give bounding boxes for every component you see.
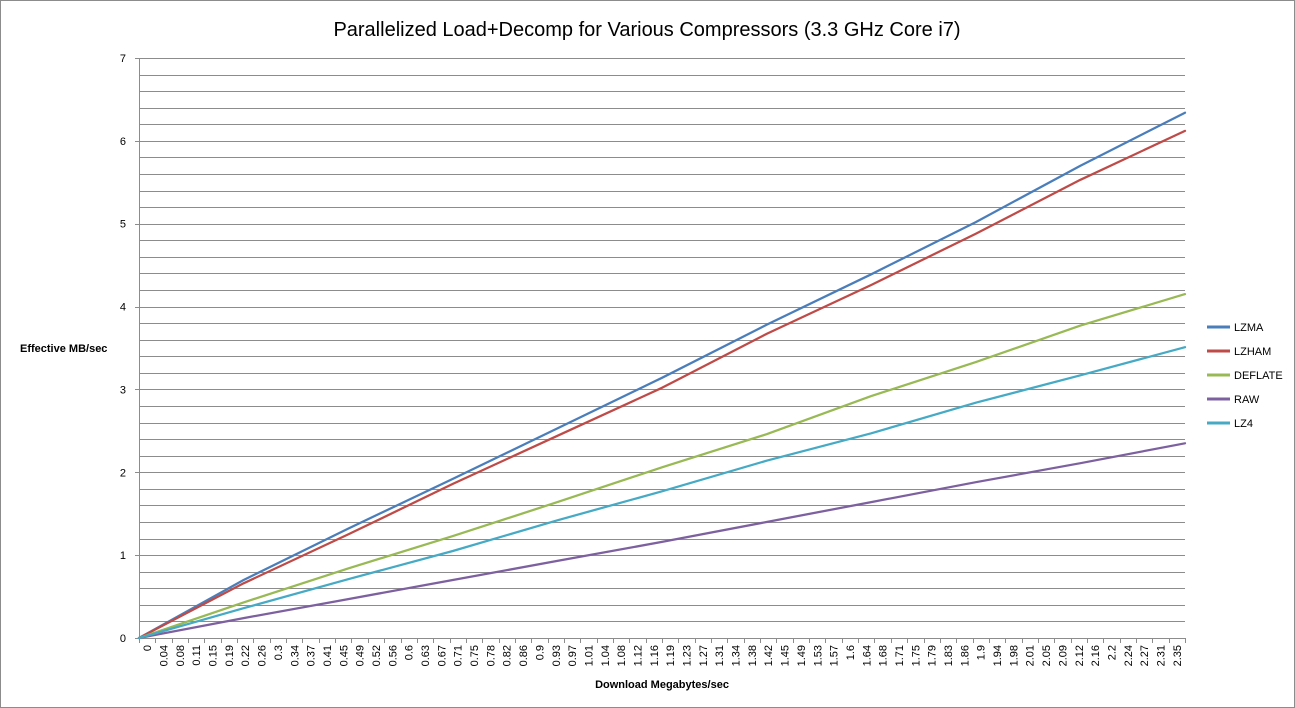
series-line-lzham: [137, 129, 1187, 640]
axes: [135, 58, 1186, 643]
x-tick-label: 1.53: [812, 645, 824, 666]
x-tick-label: 1.45: [780, 645, 792, 666]
y-tick-label: 7: [120, 53, 126, 65]
x-tick-label: 1.57: [829, 645, 841, 666]
x-tick-label: 1.94: [992, 645, 1004, 666]
x-tick-label: 0.97: [567, 645, 579, 666]
x-tick-label: 2.27: [1139, 645, 1151, 666]
x-tick-label: 2.05: [1041, 645, 1053, 666]
x-tick-label: 0.04: [159, 645, 171, 666]
x-tick-label: 0.22: [240, 645, 252, 666]
x-tick-label: 1.16: [649, 645, 661, 666]
x-tick-label: 1.42: [763, 645, 775, 666]
legend-label-lz4: LZ4: [1234, 418, 1253, 430]
x-tick-label: 2.24: [1123, 645, 1135, 666]
gridlines: [139, 58, 1185, 639]
x-tick-label: 0.63: [420, 645, 432, 666]
x-axis-label: Download Megabytes/sec: [595, 679, 729, 691]
x-tick-label: 2.12: [1074, 645, 1086, 666]
x-tick-label: 1.6: [845, 645, 857, 660]
series-line-raw: [137, 442, 1187, 640]
series-line-deflate: [137, 292, 1187, 640]
x-tick-label: 0.15: [208, 645, 220, 666]
x-tick-label: 1.12: [633, 645, 645, 666]
x-tick-label: 1.75: [910, 645, 922, 666]
y-tick-label: 4: [120, 302, 126, 314]
x-tick-label: 0.71: [453, 645, 465, 666]
x-tick-label: 0.6: [404, 645, 416, 660]
x-tick-label: 0.11: [191, 645, 203, 666]
y-tick-label: 1: [120, 550, 126, 562]
x-tick-label: 0.26: [257, 645, 269, 666]
y-axis-label: Effective MB/sec: [20, 343, 107, 355]
y-tick-label: 3: [120, 384, 126, 396]
x-tick-label: 0.75: [469, 645, 481, 666]
x-tick-label: 1.04: [600, 645, 612, 666]
x-tick-label: 1.08: [616, 645, 628, 666]
series-line-lz4: [137, 346, 1187, 640]
x-tick-label: 1.98: [1008, 645, 1020, 666]
x-tick-label: 0.67: [436, 645, 448, 666]
x-tick-label: 0.82: [502, 645, 514, 666]
x-tick-label: 2.2: [1107, 645, 1119, 660]
x-tick-label: 1.71: [894, 645, 906, 666]
x-tick-labels: 0 0.04 0.08 0.11 0.15 0.19 0.22 0.26 0.3 0.34 0.37…: [142, 645, 1184, 666]
x-tick-label: 1.64: [861, 645, 873, 666]
legend-label-deflate: DEFLATE: [1234, 370, 1283, 382]
x-tick-label: 2.16: [1090, 645, 1102, 666]
y-tick-label: 0: [120, 633, 126, 645]
legend-label-lzma: LZMA: [1234, 322, 1264, 334]
x-tick-label: 0.78: [485, 645, 497, 666]
x-tick-label: 2.09: [1057, 645, 1069, 666]
x-tick-label: 1.83: [943, 645, 955, 666]
x-tick-label: 1.38: [747, 645, 759, 666]
x-tick-label: 0.9: [534, 645, 546, 660]
y-tick-label: 2: [120, 467, 126, 479]
x-tick-label: 1.86: [959, 645, 971, 666]
chart-title: Parallelized Load+Decomp for Various Com…: [333, 19, 960, 41]
x-tick-label: 2.35: [1172, 645, 1184, 666]
y-tick-label: 5: [120, 219, 126, 231]
x-tick-label: 0.93: [551, 645, 563, 666]
x-tick-label: 0.41: [322, 645, 334, 666]
x-tick-label: 1.27: [698, 645, 710, 666]
x-tick-label: 2.31: [1156, 645, 1168, 666]
legend-label-lzham: LZHAM: [1234, 346, 1271, 358]
x-tick-label: 0.37: [306, 645, 318, 666]
x-tick-label: 1.23: [682, 645, 694, 666]
x-tick-label: 2.01: [1025, 645, 1037, 666]
x-tick-label: 1.01: [584, 645, 596, 666]
y-tick-labels: 0 1 2 3 4 5 6 7: [120, 53, 126, 645]
x-tick-label: 1.68: [878, 645, 890, 666]
x-tick-label: 0: [142, 645, 154, 651]
legend: LZMA LZHAM DEFLATE RAW LZ4: [1207, 322, 1283, 430]
x-tick-label: 0.86: [518, 645, 530, 666]
series-line-lzma: [137, 111, 1187, 640]
x-tick-label: 1.19: [665, 645, 677, 666]
x-tick-label: 0.52: [371, 645, 383, 666]
x-tick-label: 0.49: [355, 645, 367, 666]
x-tick-label: 1.49: [796, 645, 808, 666]
x-tick-label: 0.34: [289, 645, 301, 666]
x-tick-label: 0.08: [175, 645, 187, 666]
x-tick-label: 0.45: [338, 645, 350, 666]
x-tick-label: 1.34: [731, 645, 743, 666]
y-tick-label: 6: [120, 136, 126, 148]
x-tick-label: 0.3: [273, 645, 285, 660]
series-lines: [137, 111, 1187, 640]
x-tick-label: 1.31: [714, 645, 726, 666]
legend-label-raw: RAW: [1234, 394, 1260, 406]
x-tick-label: 1.79: [927, 645, 939, 666]
x-tick-label: 1.9: [976, 645, 988, 660]
x-tick-label: 0.19: [224, 645, 236, 666]
x-tick-label: 0.56: [387, 645, 399, 666]
